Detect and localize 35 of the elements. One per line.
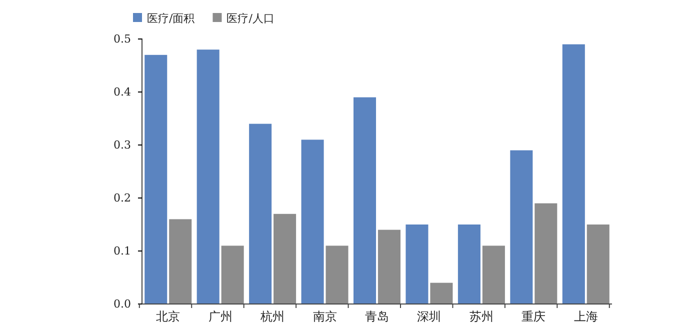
x-tick-label: 苏州 xyxy=(469,310,494,324)
bar xyxy=(406,224,428,304)
bar xyxy=(144,54,168,304)
x-tick-label: 重庆 xyxy=(522,310,546,324)
y-tick-label: 0.1 xyxy=(114,244,131,258)
x-tick-label: 北京 xyxy=(156,310,180,324)
bar xyxy=(301,140,324,304)
legend-label: 医疗/面积 xyxy=(147,12,195,25)
bar xyxy=(249,124,272,304)
bar xyxy=(586,224,610,304)
x-tick-label: 上海 xyxy=(574,310,598,324)
legend-label: 医疗/人口 xyxy=(226,12,274,25)
x-tick-label: 青岛 xyxy=(365,310,389,324)
bar xyxy=(326,246,348,304)
bar xyxy=(221,246,244,304)
y-tick-label: 0.5 xyxy=(114,32,131,46)
y-tick-label: 0.3 xyxy=(114,138,131,152)
bar xyxy=(562,44,585,304)
bar xyxy=(378,230,400,304)
x-tick-label: 南京 xyxy=(312,310,337,324)
x-tick-label: 杭州 xyxy=(260,310,285,324)
y-tick-label: 0.4 xyxy=(114,86,131,99)
bar xyxy=(482,246,505,304)
x-tick-label: 深圳 xyxy=(417,310,442,324)
y-tick-label: 0.0 xyxy=(114,298,131,311)
bar xyxy=(458,224,480,304)
y-tick-label: 0.2 xyxy=(114,192,131,205)
bar xyxy=(196,50,220,304)
bar xyxy=(274,214,296,304)
bar xyxy=(169,219,192,304)
bar xyxy=(534,203,558,304)
bar xyxy=(510,150,533,304)
bar xyxy=(430,282,453,304)
bar xyxy=(354,97,376,304)
x-tick-label: 广州 xyxy=(208,310,232,324)
